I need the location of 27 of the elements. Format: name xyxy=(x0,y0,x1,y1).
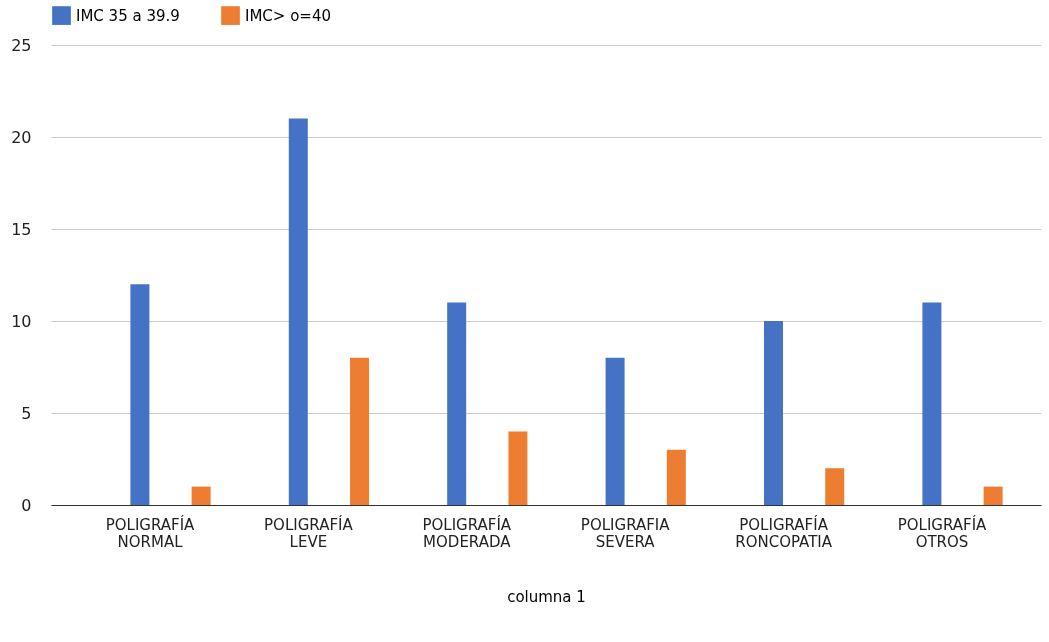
x-tick-label: POLIGRAFÍA NORMAL xyxy=(105,514,196,551)
x-tick-label: POLIGRAFÍA OTROS xyxy=(897,514,988,551)
y-tick-label: 5 xyxy=(21,403,32,423)
x-tick-label: POLIGRAFÍA LEVE xyxy=(264,514,354,551)
y-tick-label: 15 xyxy=(11,219,32,239)
bar xyxy=(605,357,625,505)
bar xyxy=(666,449,686,505)
bar xyxy=(288,118,308,505)
y-tick-label: 10 xyxy=(11,311,32,331)
x-tick-label: POLIGRAFÍA MODERADA xyxy=(422,514,512,551)
legend-label: IMC> o=40 xyxy=(245,6,332,25)
y-tick-label: 20 xyxy=(11,127,32,147)
bar xyxy=(825,468,845,505)
bar xyxy=(350,357,370,505)
bar xyxy=(191,486,211,505)
x-tick-label: POLIGRAFÍA RONCOPATIA xyxy=(735,514,833,551)
bar xyxy=(922,302,942,505)
legend-label: IMC 35 a 39.9 xyxy=(76,6,180,25)
bar xyxy=(983,486,1003,505)
bar xyxy=(447,302,467,505)
x-tick-label: POLIGRAFIA SEVERA xyxy=(580,515,671,551)
y-tick-label: 0 xyxy=(21,495,32,515)
bar xyxy=(130,284,150,505)
bar xyxy=(508,431,528,505)
x-axis-title: columna 1 xyxy=(507,587,586,606)
bar xyxy=(764,321,783,505)
y-tick-label: 25 xyxy=(11,35,32,55)
